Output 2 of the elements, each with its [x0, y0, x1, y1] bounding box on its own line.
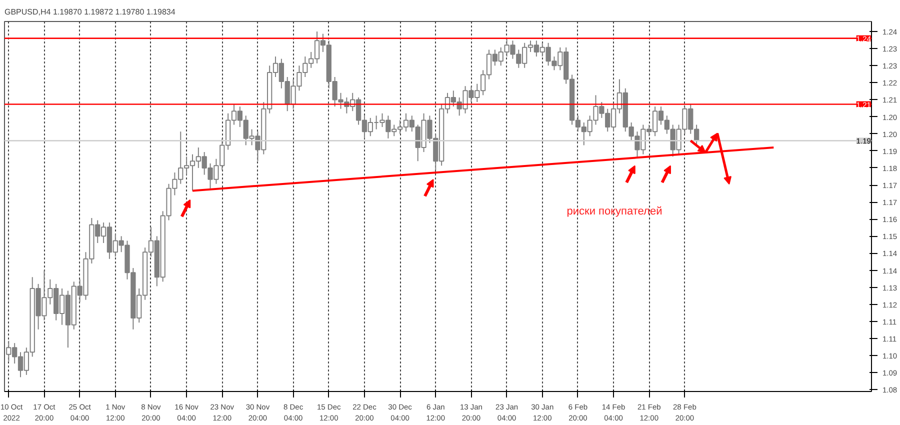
chart-title: GBPUSD,H4 1.19870 1.19872 1.19780 1.19834: [4, 8, 176, 16]
annotation: риски покупателей: [566, 206, 662, 218]
